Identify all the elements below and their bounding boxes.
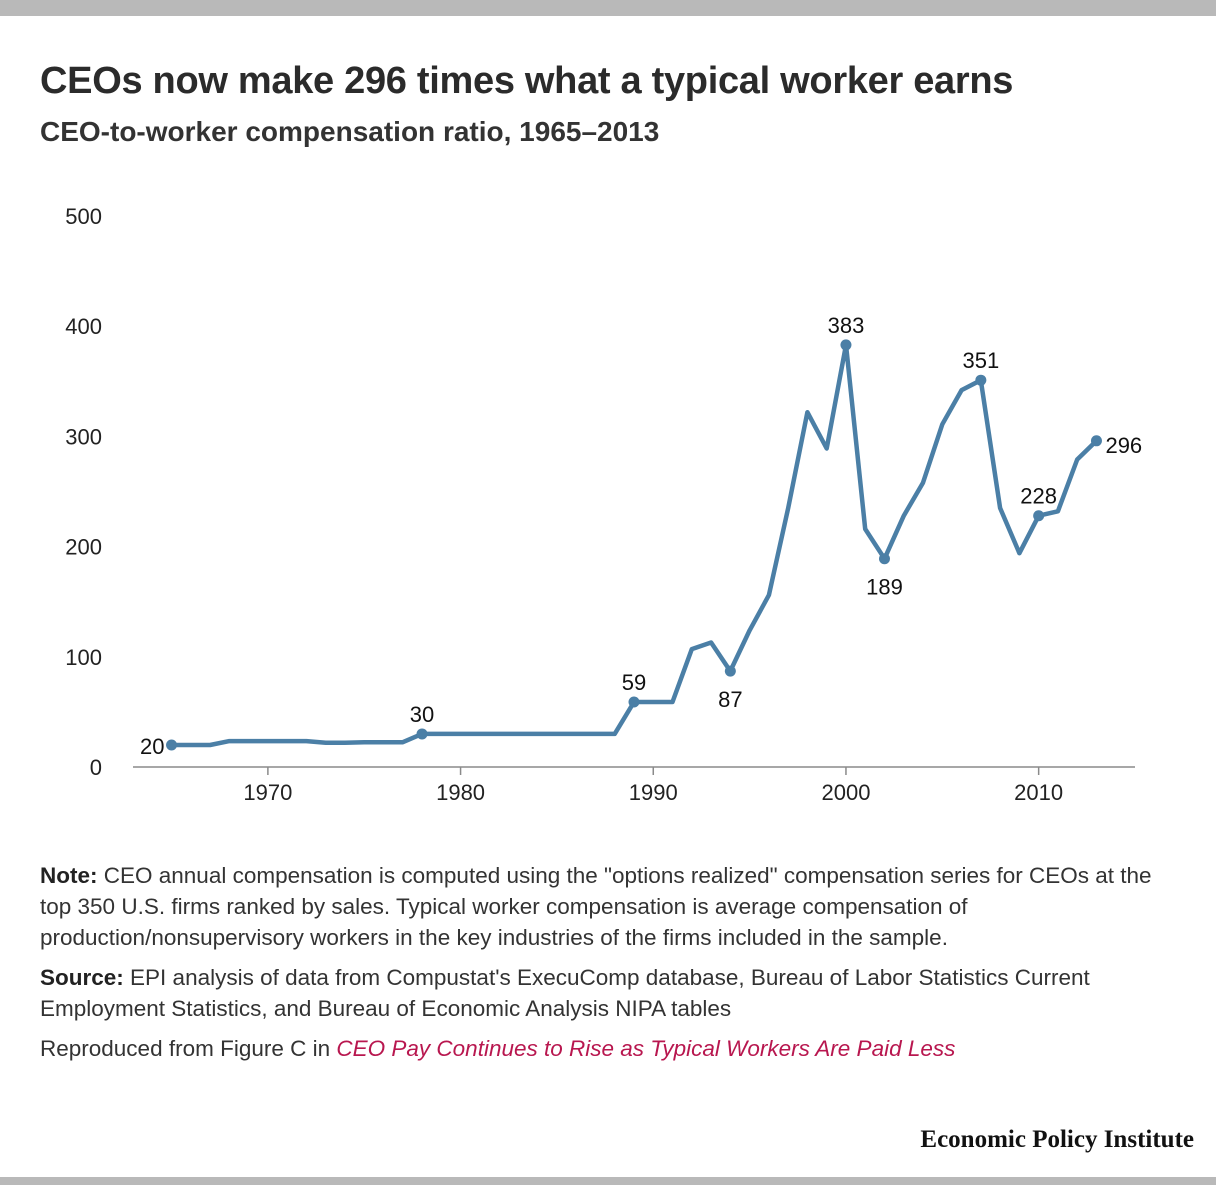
data-point-2007 (975, 374, 987, 386)
data-point-2013 (1090, 435, 1102, 447)
data-label-2007: 351 (962, 348, 999, 373)
x-tick-label-2000: 2000 (821, 780, 870, 805)
chart-title: CEOs now make 296 times what a typical w… (40, 60, 1014, 102)
data-label-1989: 59 (622, 670, 646, 695)
data-point-2000 (840, 339, 852, 351)
source-text: EPI analysis of data from Compustat's Ex… (40, 965, 1090, 1021)
data-point-2002 (879, 553, 890, 565)
data-label-2010: 228 (1020, 484, 1057, 509)
data-point-2010 (1033, 510, 1045, 522)
chart-subtitle: CEO-to-worker compensation ratio, 1965–2… (40, 116, 660, 147)
data-label-1978: 30 (410, 702, 434, 727)
source-label: Source: (40, 965, 124, 990)
source-paragraph: Source: EPI analysis of data from Compus… (40, 962, 1180, 1024)
data-label-1965: 20 (140, 734, 164, 759)
note-label: Note: (40, 863, 98, 888)
note-paragraph: Note: CEO annual compensation is compute… (40, 860, 1180, 953)
data-point-1965 (166, 739, 178, 751)
chart-notes: Note: CEO annual compensation is compute… (40, 860, 1180, 1073)
y-tick-label-500: 500 (65, 204, 102, 229)
data-label-2013: 296 (1105, 433, 1142, 458)
reproduced-text: Reproduced from Figure C in (40, 1036, 337, 1061)
y-tick-label-0: 0 (90, 755, 102, 780)
data-point-1989 (628, 696, 640, 708)
x-tick-label-1970: 1970 (243, 780, 292, 805)
data-label-2000: 383 (828, 313, 865, 338)
line-chart: 0 100 200 300 400 500 1970 1980 1990 2000 2010 20 30… (65, 204, 1142, 805)
note-text: CEO annual compensation is computed usin… (40, 863, 1152, 950)
y-tick-label-100: 100 (65, 645, 102, 670)
data-point-1994 (724, 665, 736, 677)
reproduced-paragraph: Reproduced from Figure C in CEO Pay Cont… (40, 1033, 1180, 1064)
x-tick-label-2010: 2010 (1014, 780, 1063, 805)
data-label-1994: 87 (718, 687, 742, 712)
brand-logo-text: Economic Policy Institute (920, 1126, 1194, 1153)
data-point-1978 (416, 728, 428, 740)
bottom-border-bar (0, 1177, 1216, 1185)
y-tick-label-300: 300 (65, 424, 102, 449)
top-border-bar (0, 0, 1216, 16)
report-link[interactable]: CEO Pay Continues to Rise as Typical Wor… (336, 1036, 956, 1061)
x-tick-label-1990: 1990 (629, 780, 678, 805)
y-tick-label-400: 400 (65, 314, 102, 339)
y-tick-label-200: 200 (65, 535, 102, 560)
data-label-2002: 189 (866, 575, 903, 600)
x-tick-label-1980: 1980 (436, 780, 485, 805)
